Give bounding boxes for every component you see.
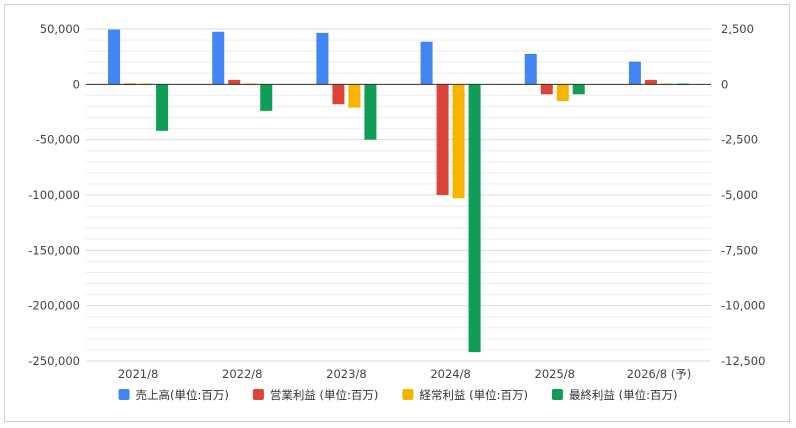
gridlines <box>86 28 711 362</box>
bars <box>108 29 689 353</box>
bar-series-3 <box>556 84 569 101</box>
category-label: 2023/8 <box>326 367 366 381</box>
legend-item: 最終利益 (単位:百万) <box>551 388 678 402</box>
legend-swatch <box>118 389 130 400</box>
right-axis-tick-label: -12,500 <box>721 354 765 368</box>
bar-series-4 <box>260 84 273 111</box>
legend-swatch <box>402 389 414 400</box>
left-axis-tick-label: 0 <box>73 77 80 91</box>
bar-chart: 50,000 0 -50,000 -100,000 -150,000 -200,000 -2… <box>28 22 765 402</box>
category-label: 2022/8 <box>222 367 262 381</box>
bar-series-4 <box>572 84 585 95</box>
left-axis-tick-label: -150,000 <box>28 243 80 257</box>
left-axis-tick-label: -250,000 <box>28 354 80 368</box>
bar-series-2 <box>540 84 553 95</box>
bar-series-1 <box>628 61 641 85</box>
left-axis-tick-label: -50,000 <box>36 133 80 147</box>
legend-label: 売上高(単位:百万) <box>136 388 229 402</box>
right-axis-tick-label: 0 <box>721 77 728 91</box>
bar-series-2 <box>436 84 449 195</box>
legend-item: 営業利益 (単位:百万) <box>252 388 379 402</box>
right-axis-tick-label: -2,500 <box>721 133 758 147</box>
right-axis-tick-label: -7,500 <box>721 243 758 257</box>
category-label: 2026/8 (予) <box>627 367 692 381</box>
right-axis-tick-label: -10,000 <box>721 299 765 313</box>
legend-item: 売上高(単位:百万) <box>118 388 229 402</box>
bar-series-1 <box>108 29 121 85</box>
bar-series-2 <box>644 79 657 85</box>
legend-swatch <box>252 389 264 400</box>
legend-item: 経常利益 (単位:百万) <box>402 388 528 402</box>
x-axis: 2021/8 2022/8 2023/8 2024/8 2025/8 2026/8 (予) <box>118 367 691 381</box>
right-axis: 2,500 0 -2,500 -5,000 -7,500 -10,000 -12,500 <box>721 22 765 368</box>
bar-series-1 <box>316 32 329 85</box>
legend-label: 営業利益 (単位:百万) <box>270 388 379 402</box>
legend-label: 経常利益 (単位:百万) <box>419 388 528 402</box>
legend: 売上高(単位:百万) 営業利益 (単位:百万) 経常利益 (単位:百万) 最終利益 (… <box>118 388 678 402</box>
category-label: 2025/8 <box>535 367 575 381</box>
bar-series-3 <box>452 84 465 199</box>
bar-series-1 <box>420 41 433 85</box>
chart-frame: 50,000 0 -50,000 -100,000 -150,000 -200,000 -2… <box>4 4 790 422</box>
left-axis-tick-label: 50,000 <box>40 22 80 36</box>
legend-label: 最終利益 (単位:百万) <box>569 388 678 402</box>
bar-series-4 <box>156 84 169 131</box>
category-label: 2021/8 <box>118 367 158 381</box>
bar-series-1 <box>212 31 225 85</box>
bar-series-4 <box>468 84 481 353</box>
bar-series-1 <box>524 53 537 85</box>
legend-swatch <box>551 389 563 400</box>
left-axis-tick-label: -100,000 <box>28 188 80 202</box>
bar-series-4 <box>364 84 377 140</box>
right-axis-tick-label: -5,000 <box>721 188 758 202</box>
left-axis: 50,000 0 -50,000 -100,000 -150,000 -200,000 -2… <box>28 22 80 368</box>
left-axis-tick-label: -200,000 <box>28 299 80 313</box>
bar-series-2 <box>228 79 241 85</box>
bar-series-2 <box>332 84 345 105</box>
category-label: 2024/8 <box>430 367 470 381</box>
right-axis-tick-label: 2,500 <box>721 22 754 36</box>
bar-series-3 <box>348 84 361 108</box>
